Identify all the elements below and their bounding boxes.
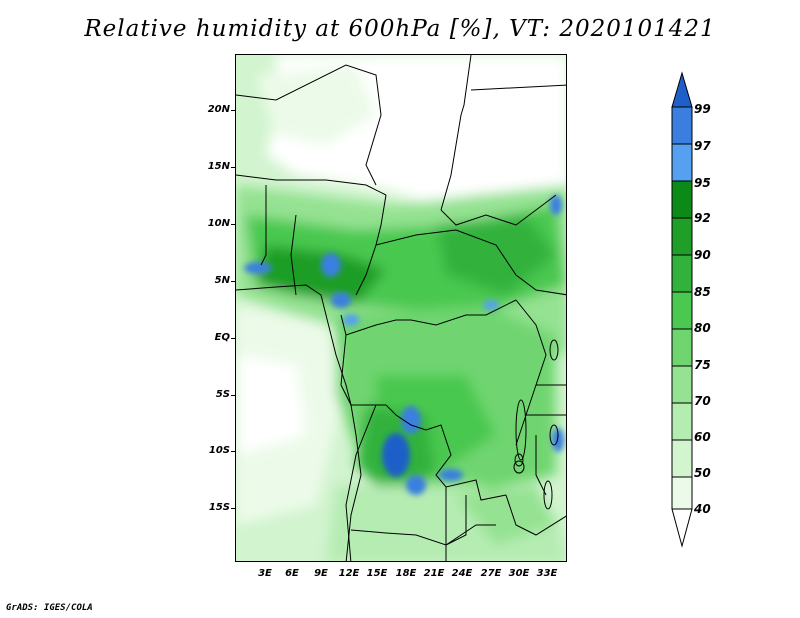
colorbar-label-99: 99 <box>694 102 711 116</box>
x-label-30e: 30E <box>508 568 530 579</box>
colorbar-swatch <box>671 402 693 441</box>
colorbar-label-90: 90 <box>694 248 711 262</box>
y-label-15n: 15N <box>207 161 230 172</box>
humidity-map <box>235 54 567 562</box>
y-tick <box>231 395 235 396</box>
x-label-9e: 9E <box>314 568 328 579</box>
x-label-18e: 18E <box>395 568 417 579</box>
lake-outlines <box>513 339 559 510</box>
x-label-3e: 3E <box>258 568 272 579</box>
map-title: Relative humidity at 600hPa [%], VT: 202… <box>84 16 716 42</box>
colorbar-label-95: 95 <box>694 176 711 190</box>
y-tick <box>231 508 235 509</box>
colorbar-label-50: 50 <box>694 466 711 480</box>
colorbar-bottom-arrow <box>671 508 693 548</box>
colorbar-label-75: 75 <box>694 358 711 372</box>
colorbar-label-85: 85 <box>694 285 711 299</box>
y-tick <box>231 281 235 282</box>
y-label-15s: 15S <box>208 502 230 513</box>
y-tick <box>231 167 235 168</box>
x-label-21e: 21E <box>423 568 445 579</box>
x-label-6e: 6E <box>285 568 299 579</box>
colorbar <box>671 71 693 548</box>
colorbar-swatch <box>671 217 693 256</box>
colorbar-swatch <box>671 291 693 330</box>
x-label-33e: 33E <box>536 568 558 579</box>
x-label-27e: 27E <box>480 568 502 579</box>
colorbar-swatch <box>671 439 693 478</box>
colorbar-swatch <box>671 143 693 182</box>
x-label-15e: 15E <box>366 568 388 579</box>
colorbar-swatch <box>671 476 693 510</box>
colorbar-swatch <box>671 365 693 404</box>
colorbar-label-92: 92 <box>694 211 711 225</box>
y-label-5n: 5N <box>214 275 230 286</box>
x-label-24e: 24E <box>451 568 473 579</box>
y-label-eq: EQ <box>214 332 230 343</box>
y-label-20n: 20N <box>207 104 230 115</box>
colorbar-label-70: 70 <box>694 394 711 408</box>
y-label-10s: 10S <box>208 445 230 456</box>
country-borders <box>236 55 566 561</box>
colorbar-swatch <box>671 106 693 145</box>
colorbar-label-97: 97 <box>694 139 711 153</box>
colorbar-label-40: 40 <box>694 502 711 516</box>
high-humidity-patches <box>244 195 564 495</box>
grads-credit: GrADS: IGES/COLA <box>6 603 93 613</box>
y-tick <box>231 110 235 111</box>
y-label-5s: 5S <box>215 389 230 400</box>
coastline <box>236 284 362 561</box>
colorbar-swatch <box>671 254 693 293</box>
colorbar-swatch <box>671 328 693 367</box>
colorbar-label-80: 80 <box>694 321 711 335</box>
y-tick <box>231 338 235 339</box>
humidity-map-svg <box>236 55 566 561</box>
y-tick <box>231 451 235 452</box>
colorbar-top-arrow <box>671 71 693 108</box>
colorbar-label-60: 60 <box>694 430 711 444</box>
y-label-10n: 10N <box>207 218 230 229</box>
y-tick <box>231 224 235 225</box>
colorbar-swatch <box>671 180 693 219</box>
x-label-12e: 12E <box>338 568 360 579</box>
